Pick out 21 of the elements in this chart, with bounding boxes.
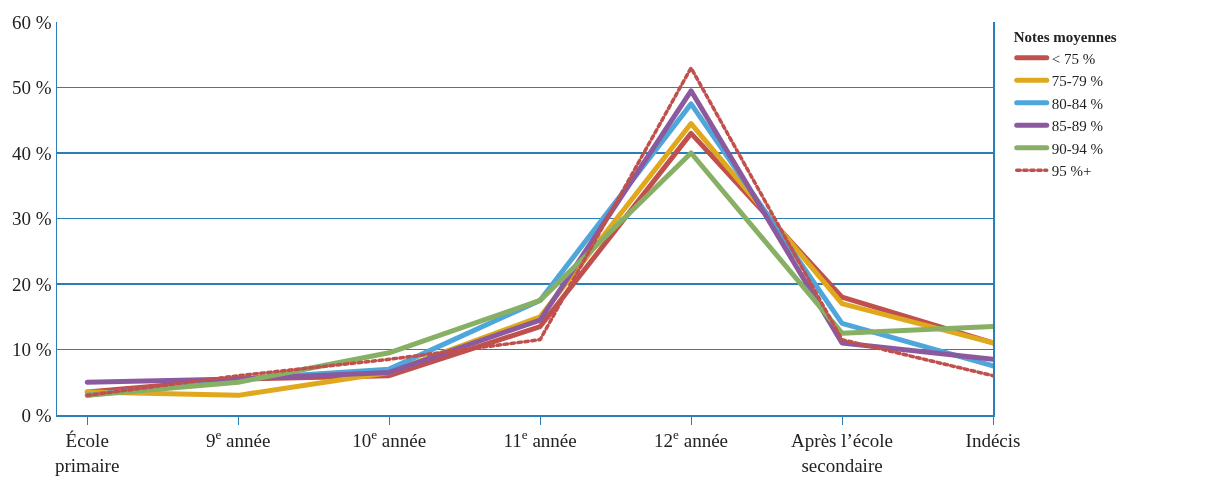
x-tick-label: 9$^{e}$ année xyxy=(205,427,271,452)
x-tick-label: 11$^{e}$ année xyxy=(503,427,577,452)
x-tick-label: 10$^{e}$ année xyxy=(352,427,427,452)
y-tick-label: 30 % xyxy=(12,208,52,230)
legend-label: < 75 % xyxy=(1051,50,1096,67)
legend-label: 95 %+ xyxy=(1051,163,1092,180)
x-tick-label: Après l’école secondaire xyxy=(791,430,893,476)
x-tick-label: Indécis xyxy=(965,430,1021,452)
legend-label: 90-94 % xyxy=(1051,140,1103,157)
y-tick-label: 10 % xyxy=(12,339,52,361)
y-tick-label: 0 % xyxy=(21,404,52,426)
x-tick-label: 12$^{e}$ année xyxy=(654,427,729,452)
legend-label: 75-79 % xyxy=(1051,73,1103,90)
y-tick-label: 40 % xyxy=(12,142,52,164)
x-tick-label: École primaire xyxy=(55,430,120,476)
y-tick-label: 60 % xyxy=(12,11,52,33)
legend-title: Notes moyennes xyxy=(1013,28,1117,45)
legend-label: 85-89 % xyxy=(1051,118,1103,135)
legend-label: 80-84 % xyxy=(1051,95,1103,112)
y-tick-label: 20 % xyxy=(12,273,52,295)
y-tick-label: 50 % xyxy=(12,77,52,99)
